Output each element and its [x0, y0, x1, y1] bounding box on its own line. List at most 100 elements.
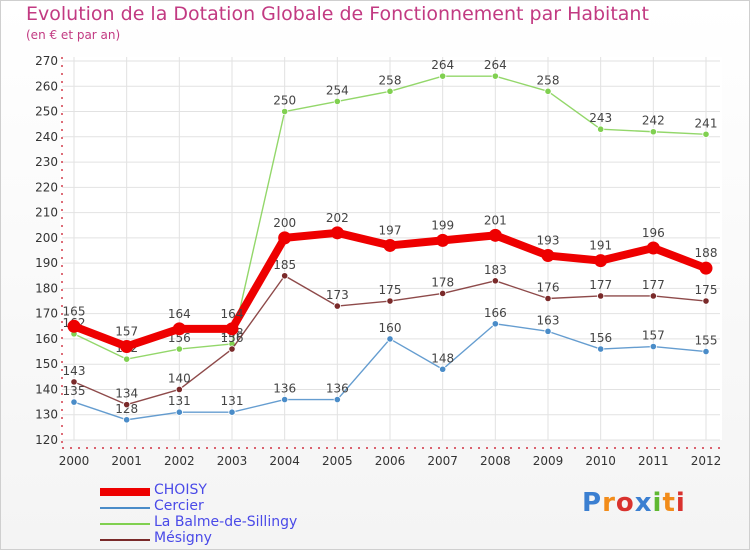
legend-item: Mésigny	[100, 530, 360, 548]
y-tick-label: 130	[35, 408, 58, 422]
data-point	[594, 254, 608, 268]
data-point	[597, 125, 605, 133]
data-label: 175	[695, 283, 718, 297]
data-label: 177	[589, 278, 612, 292]
data-label: 175	[379, 283, 402, 297]
data-point	[228, 345, 236, 353]
legend-label: Cercier	[154, 498, 204, 514]
data-point	[172, 322, 186, 336]
data-label: 243	[589, 111, 612, 125]
data-label: 254	[326, 83, 349, 97]
data-point	[649, 128, 657, 136]
data-point	[281, 107, 289, 116]
data-point	[333, 302, 341, 310]
legend-label: La Balme-de-Sillingy	[154, 514, 298, 530]
logo-letter: t	[662, 488, 676, 518]
y-tick-label: 260	[35, 79, 58, 93]
data-point	[333, 395, 341, 404]
y-tick-label: 180	[35, 281, 58, 295]
data-point	[386, 87, 394, 95]
data-point	[544, 327, 552, 335]
chart-subtitle: (en € et par an)	[26, 28, 121, 42]
y-tick-label: 160	[35, 332, 58, 346]
y-tick-label: 270	[35, 54, 58, 68]
data-label: 143	[63, 364, 86, 378]
data-point	[597, 345, 605, 353]
y-tick-label: 210	[35, 206, 58, 220]
data-label: 183	[484, 263, 507, 277]
y-tick-label: 170	[35, 307, 58, 321]
x-tick-label: 2004	[269, 454, 300, 468]
x-tick-label: 2005	[322, 454, 353, 468]
legend-swatch	[100, 488, 150, 496]
data-label: 241	[695, 116, 718, 130]
y-tick-label: 200	[35, 231, 58, 245]
logo-letter: x	[634, 488, 653, 518]
data-label: 201	[484, 213, 507, 227]
legend-item: La Balme-de-Sillingy	[100, 514, 360, 532]
data-label: 135	[63, 384, 86, 398]
data-label: 156	[589, 331, 612, 345]
y-tick-label: 240	[35, 130, 58, 144]
data-label: 155	[695, 334, 718, 348]
data-point	[120, 340, 134, 354]
data-point	[225, 322, 239, 336]
data-point	[439, 72, 447, 80]
data-label: 258	[379, 73, 402, 87]
data-label: 166	[484, 306, 507, 320]
x-tick-label: 2011	[638, 454, 669, 468]
data-label: 160	[379, 321, 402, 335]
data-point	[702, 347, 710, 356]
x-tick-label: 2008	[480, 454, 511, 468]
x-tick-label: 2010	[585, 454, 616, 468]
data-label: 199	[431, 218, 454, 232]
data-label: 185	[273, 258, 296, 272]
data-point	[439, 365, 447, 373]
data-point	[175, 408, 183, 416]
y-tick-label: 230	[35, 155, 58, 169]
data-label: 191	[589, 239, 612, 253]
proxiti-logo: Proxiti	[582, 488, 686, 518]
data-point	[175, 345, 183, 353]
data-point	[123, 416, 131, 424]
data-label: 177	[642, 278, 665, 292]
data-point	[646, 241, 660, 255]
legend-item: Cercier	[100, 498, 360, 516]
data-point	[488, 228, 502, 242]
logo-letter: P	[582, 488, 603, 518]
data-label: 178	[431, 275, 454, 289]
y-tick-label: 220	[35, 180, 58, 194]
data-point	[702, 130, 710, 138]
data-point	[333, 97, 341, 106]
data-label: 164	[221, 307, 244, 321]
data-label: 136	[273, 382, 296, 396]
x-tick-label: 2002	[164, 454, 195, 468]
data-point	[386, 297, 394, 305]
data-label: 163	[537, 313, 560, 327]
x-tick-label: 2007	[427, 454, 458, 468]
data-point	[70, 398, 78, 406]
logo-letter: i	[675, 488, 686, 518]
data-point	[702, 297, 710, 305]
data-label: 250	[273, 94, 296, 108]
data-point	[541, 249, 555, 263]
data-label: 188	[695, 246, 718, 260]
x-tick-label: 2000	[59, 454, 90, 468]
data-label: 128	[115, 402, 138, 416]
x-tick-label: 2006	[375, 454, 406, 468]
data-point	[491, 72, 499, 80]
legend-label: Mésigny	[154, 530, 212, 546]
data-label: 156	[221, 331, 244, 345]
data-point	[491, 320, 499, 328]
legend-swatch	[100, 539, 150, 541]
data-point	[281, 272, 289, 280]
data-label: 157	[642, 329, 665, 343]
data-label: 140	[168, 371, 191, 385]
data-point	[544, 294, 552, 303]
data-point	[544, 87, 552, 95]
x-tick-label: 2012	[691, 454, 722, 468]
data-label: 157	[115, 325, 138, 339]
data-point	[436, 233, 450, 247]
data-point	[649, 342, 657, 351]
data-label: 200	[273, 216, 296, 230]
